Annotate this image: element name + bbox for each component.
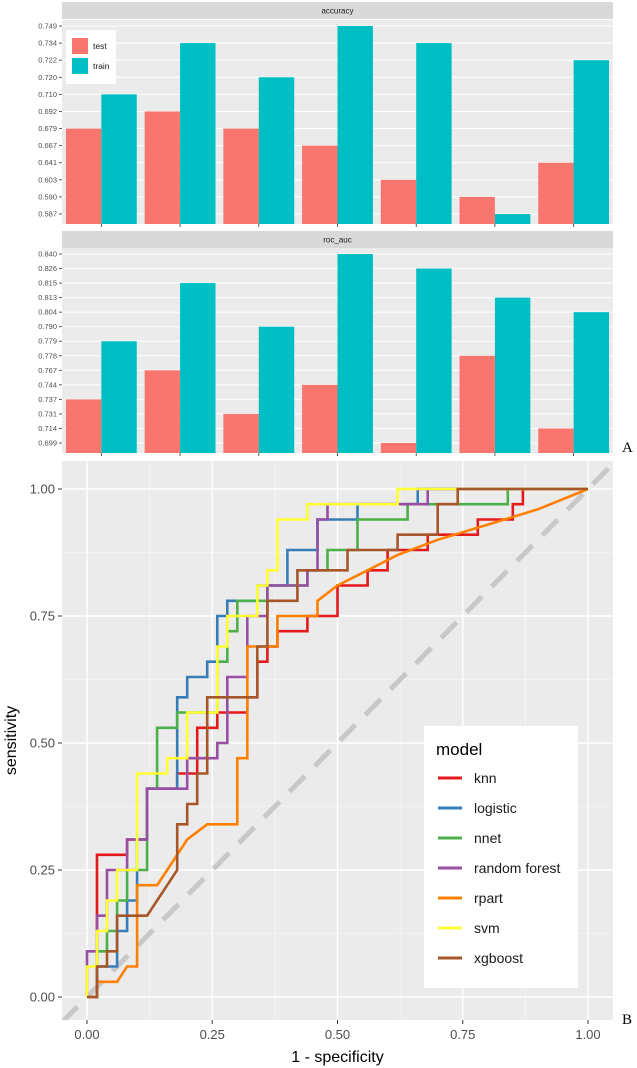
y-tick-label: 0.699 bbox=[38, 439, 57, 448]
bar-test-5 bbox=[380, 179, 417, 224]
bar-train-2 bbox=[180, 283, 216, 453]
x-tick-label: 0.00 bbox=[74, 1027, 99, 1042]
roc-curve-xgboost bbox=[87, 487, 588, 999]
bar-train-7 bbox=[573, 60, 610, 224]
facet-title: roc_auc bbox=[323, 236, 351, 245]
facet-strip bbox=[62, 231, 613, 248]
bar-train-5 bbox=[416, 268, 452, 453]
x-tick-label: 0.25 bbox=[200, 1027, 225, 1042]
facet-strip bbox=[62, 2, 613, 19]
bar-test-2 bbox=[144, 370, 181, 453]
y-tick-label: 0.25 bbox=[30, 863, 55, 878]
roc-curve-random-forest bbox=[85, 487, 588, 997]
y-tick-label: 0.641 bbox=[38, 158, 57, 167]
bar-test-3 bbox=[223, 128, 259, 224]
y-tick-label: 0.714 bbox=[38, 424, 57, 433]
legend-label-knn: knn bbox=[474, 770, 497, 786]
bar-train-7 bbox=[573, 312, 610, 453]
bar-test-5 bbox=[380, 443, 417, 453]
bar-train-2 bbox=[180, 43, 216, 224]
x-tick-label: 0.50 bbox=[325, 1027, 350, 1042]
bar-test-1 bbox=[65, 128, 102, 224]
bar-train-1 bbox=[101, 94, 137, 224]
y-tick-label: 0.734 bbox=[38, 39, 57, 48]
y-tick-label: 0.667 bbox=[38, 141, 57, 150]
y-tick-label: 0.749 bbox=[38, 22, 57, 31]
y-tick-label: 0.587 bbox=[38, 210, 57, 219]
y-tick-label: 0.779 bbox=[38, 337, 57, 346]
bar-test-4 bbox=[302, 384, 338, 453]
bar-test-6 bbox=[459, 196, 495, 224]
facet-title: accuracy bbox=[321, 7, 353, 16]
bar-test-6 bbox=[459, 355, 495, 453]
y-tick-label: 0.710 bbox=[38, 90, 57, 99]
y-tick-label: 0.744 bbox=[38, 380, 57, 389]
panel-label-b: B bbox=[622, 1012, 633, 1028]
legend-label-nnet: nnet bbox=[474, 830, 501, 846]
bar-test-4 bbox=[302, 145, 338, 224]
y-tick-label: 0.603 bbox=[38, 175, 57, 184]
bar-test-7 bbox=[538, 162, 574, 224]
x-tick-label: 0.75 bbox=[450, 1027, 475, 1042]
y-tick-label: 0.767 bbox=[38, 366, 57, 375]
bar-train-6 bbox=[494, 297, 531, 453]
y-tick-label: 0.790 bbox=[38, 322, 57, 331]
legend-label-logistic: logistic bbox=[474, 800, 517, 816]
y-tick-label: 0.679 bbox=[38, 124, 57, 133]
legend-key-test bbox=[72, 38, 88, 54]
legend-label-random-forest: random forest bbox=[474, 860, 560, 876]
bar-panel-roc-auc: roc_auc 0.699 0.714 0.731 0.737 0.744 0.767 0.7… bbox=[38, 231, 613, 456]
y-tick-label: 0.778 bbox=[38, 351, 57, 360]
panel-label-a: A bbox=[622, 440, 633, 456]
x-tick-label: 1.00 bbox=[575, 1027, 600, 1042]
legend-label-svm: svm bbox=[474, 920, 500, 936]
bar-train-3 bbox=[258, 77, 295, 224]
y-tick-label: 0.826 bbox=[38, 264, 57, 273]
y-tick-label: 0.720 bbox=[38, 73, 57, 82]
roc-panel: 0.00 0.25 0.50 0.75 1.00 0.00 0.25 0.50 0.75 1.00… bbox=[3, 461, 613, 1066]
bar-test-7 bbox=[538, 428, 574, 453]
y-axis-title: sensitivity bbox=[3, 706, 20, 775]
legend-label-train: train bbox=[93, 61, 110, 71]
y-tick-label: 0.722 bbox=[38, 56, 57, 65]
y-tick-label: 0.804 bbox=[38, 308, 57, 317]
y-tick-label: 1.00 bbox=[30, 482, 55, 497]
roc-curve-rpart bbox=[87, 487, 589, 999]
roc-legend: model knn logistic nnet random forest rpart sv… bbox=[424, 726, 578, 988]
bar-train-6 bbox=[494, 214, 531, 224]
legend-label-test: test bbox=[93, 41, 107, 51]
legend-background bbox=[424, 726, 578, 988]
bar-legend: test train bbox=[66, 30, 116, 84]
bar-train-5 bbox=[416, 43, 452, 224]
y-tick-label: 0.75 bbox=[30, 609, 55, 624]
bar-train-4 bbox=[337, 254, 373, 453]
legend-key-train bbox=[72, 58, 88, 74]
legend-label-xgboost: xgboost bbox=[474, 950, 523, 966]
bar-train-4 bbox=[337, 26, 373, 224]
bar-test-3 bbox=[223, 413, 259, 453]
y-tick-label: 0.840 bbox=[38, 250, 57, 259]
y-tick-label: 0.813 bbox=[38, 293, 57, 302]
y-tick-label: 0.737 bbox=[38, 395, 57, 404]
bar-test-2 bbox=[144, 111, 181, 224]
bar-train-3 bbox=[258, 326, 295, 453]
bar-train-1 bbox=[101, 341, 137, 453]
roc-curve-svm bbox=[85, 487, 588, 997]
y-tick-label: 0.815 bbox=[38, 279, 57, 288]
bar-test-1 bbox=[65, 399, 102, 453]
legend-title: model bbox=[436, 740, 482, 759]
legend-label-rpart: rpart bbox=[474, 890, 503, 906]
x-axis-title: 1 - specificity bbox=[291, 1049, 383, 1066]
diagonal-reference-line bbox=[62, 461, 613, 1020]
y-tick-label: 0.590 bbox=[38, 192, 57, 201]
y-tick-label: 0.731 bbox=[38, 409, 57, 418]
y-tick-label: 0.00 bbox=[30, 990, 55, 1005]
bar-panel-accuracy: accuracy 0.587 0.590 0.603 0.641 0.667 0.679 0.… bbox=[38, 2, 613, 227]
y-tick-label: 0.692 bbox=[38, 107, 57, 116]
y-tick-label: 0.50 bbox=[30, 736, 55, 751]
